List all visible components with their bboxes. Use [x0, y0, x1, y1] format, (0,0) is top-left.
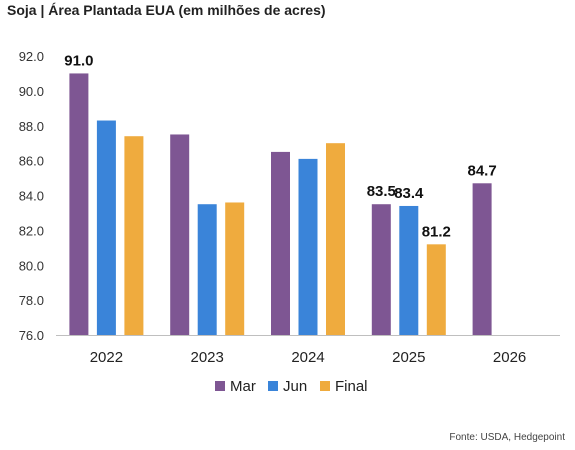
y-tick-label: 84.0: [19, 189, 44, 204]
bar-final-2023: [225, 202, 245, 335]
y-tick-label: 82.0: [19, 223, 44, 238]
legend-label: Final: [335, 378, 368, 395]
bar-final-2024: [326, 143, 345, 335]
x-tick-label: 2025: [392, 349, 425, 366]
data-label: 81.2: [422, 223, 451, 240]
x-tick-label: 2024: [291, 349, 324, 366]
data-label: 83.4: [394, 185, 424, 202]
bar-mar-2024: [271, 151, 290, 335]
y-tick-label: 80.0: [19, 258, 44, 273]
legend-item-jun: Jun: [268, 378, 307, 395]
legend-item-final: Final: [320, 378, 368, 395]
chart-title: Soja | Área Plantada EUA (em milhões de …: [7, 2, 326, 18]
bar-jun-2025: [399, 205, 419, 335]
y-tick-label: 92.0: [19, 49, 44, 64]
y-tick-label: 88.0: [19, 119, 44, 134]
x-tick-label: 2026: [493, 349, 526, 366]
bar-jun-2023: [197, 204, 217, 335]
bar-final-2025: [426, 244, 446, 335]
legend-item-mar: Mar: [215, 378, 256, 395]
legend-swatch: [320, 381, 330, 391]
legend: Mar Jun Final: [215, 378, 368, 395]
bar-mar-2025: [371, 204, 391, 335]
source-note: Fonte: USDA, Hedgepoint: [449, 432, 565, 443]
x-tick-label: 2022: [90, 349, 123, 366]
bar-final-2022: [124, 136, 144, 335]
y-tick-label: 90.0: [19, 84, 44, 99]
y-tick-label: 76.0: [19, 328, 44, 343]
x-axis: 2022 2023 2024 2025 2026: [56, 335, 560, 366]
y-axis: 92.0 90.0 88.0 86.0 84.0 82.0 80.0 78.0 76.0: [19, 49, 44, 343]
x-tick-label: 2023: [191, 349, 224, 366]
legend-swatch: [215, 381, 225, 391]
legend-label: Jun: [283, 378, 307, 395]
bar-jun-2022: [96, 120, 116, 335]
bar-mar-2023: [170, 134, 190, 335]
y-tick-label: 86.0: [19, 154, 44, 169]
y-tick-label: 78.0: [19, 293, 44, 308]
bar-mar-2022: [69, 73, 89, 335]
bar-mar-2026: [472, 183, 492, 335]
data-labels-group: 91.0 83.583.4 81.2 84.7: [64, 52, 496, 240]
data-label: 84.7: [467, 162, 496, 179]
bars-group: [69, 73, 492, 335]
bar-jun-2024: [298, 158, 318, 335]
legend-label: Mar: [230, 378, 256, 395]
data-label: 83.5: [367, 183, 396, 200]
data-label: 91.0: [64, 52, 93, 69]
legend-swatch: [268, 381, 278, 391]
